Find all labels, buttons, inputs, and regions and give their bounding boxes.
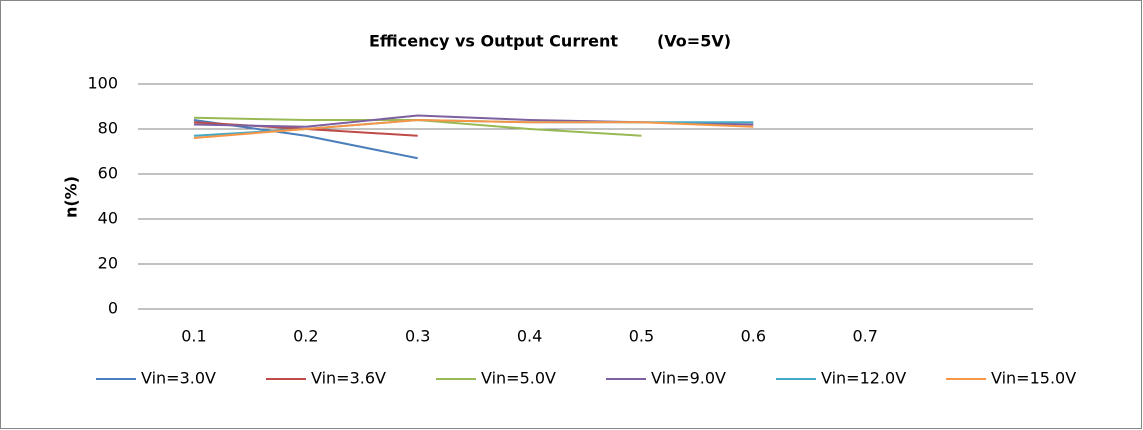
legend-label: Vin=5.0V: [481, 369, 556, 388]
y-tick-label: 100: [87, 74, 118, 93]
y-tick-label: 0: [108, 299, 118, 318]
x-tick-label: 0.5: [629, 327, 654, 346]
x-tick-label: 0.2: [293, 327, 318, 346]
y-tick-label: 20: [98, 254, 118, 273]
x-tick-label: 0.3: [405, 327, 430, 346]
y-tick-label: 80: [98, 119, 118, 138]
x-tick-label: 0.6: [741, 327, 766, 346]
legend-label: Vin=12.0V: [821, 369, 906, 388]
y-tick-label: 40: [98, 209, 118, 228]
series-line: [193, 118, 754, 139]
y-axis-label: n(%): [62, 176, 81, 218]
legend-label: Vin=15.0V: [991, 369, 1076, 388]
legend-label: Vin=3.0V: [141, 369, 216, 388]
y-tick-label: 60: [98, 164, 118, 183]
legend-label: Vin=3.6V: [311, 369, 386, 388]
chart-title: Efficency vs Output Current (Vo=5V): [369, 32, 731, 51]
x-tick-label: 0.1: [181, 327, 206, 346]
x-tick-label: 0.4: [517, 327, 542, 346]
x-tick-label: 0.7: [852, 327, 877, 346]
legend-label: Vin=9.0V: [651, 369, 726, 388]
